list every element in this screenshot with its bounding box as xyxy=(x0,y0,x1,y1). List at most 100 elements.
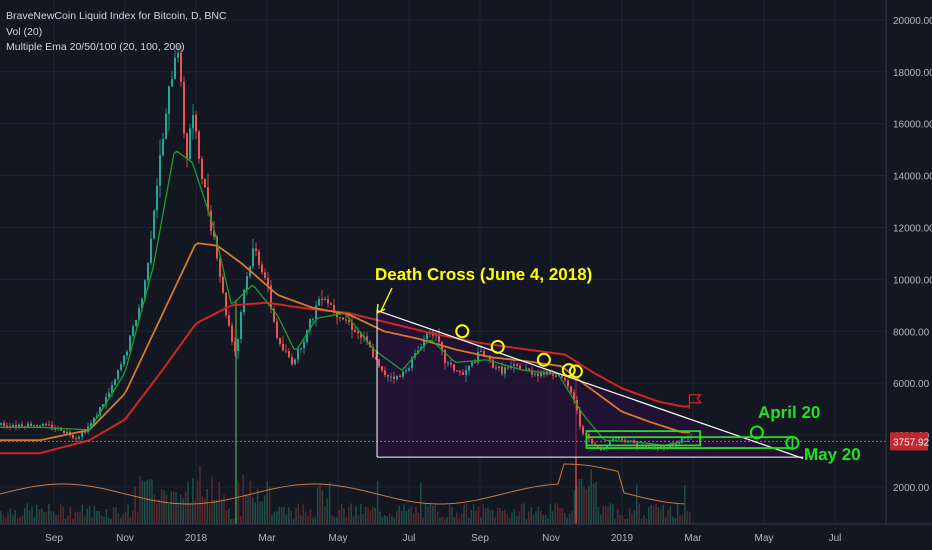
volume-indicator-label[interactable]: Vol (20) xyxy=(6,25,43,38)
volume-bar xyxy=(499,507,501,524)
candle-body xyxy=(315,305,317,319)
candle-body xyxy=(387,375,389,377)
candle-body xyxy=(552,374,554,376)
volume-bar xyxy=(559,508,561,524)
price-tick-label: 16000.00 xyxy=(893,120,932,131)
candle-body xyxy=(312,318,314,320)
volume-bar xyxy=(336,517,338,524)
volume-bar xyxy=(50,511,52,524)
volume-bar xyxy=(156,503,158,524)
volume-bar xyxy=(201,496,204,524)
volume-bar xyxy=(220,499,223,524)
candle-body xyxy=(513,364,515,366)
volume-bar xyxy=(158,499,160,524)
volume-bar xyxy=(4,517,7,524)
volume-bar xyxy=(302,504,304,524)
volume-bar xyxy=(26,503,28,524)
volume-bar xyxy=(151,479,153,524)
volume-bar xyxy=(64,518,67,524)
time-tick-label: Jul xyxy=(829,533,842,544)
volume-bar xyxy=(312,517,314,524)
candle-body xyxy=(393,376,395,380)
current-price-badge xyxy=(890,432,928,451)
volume-bar xyxy=(247,494,249,524)
drawing-annotations: Death Cross (June 4, 2018) April 20 May 20 xyxy=(0,265,886,464)
volume-bar xyxy=(264,495,266,524)
candle-body xyxy=(618,438,620,440)
candle-body xyxy=(339,317,341,319)
volume-bar xyxy=(535,511,537,524)
volume-bar xyxy=(57,514,60,524)
volume-bar xyxy=(590,469,592,524)
price-axis[interactable]: 2000.004000.006000.008000.0010000.001200… xyxy=(885,0,932,550)
candle-body xyxy=(318,298,320,306)
candle-body xyxy=(291,357,293,365)
volume-bar xyxy=(199,466,201,524)
candle-body xyxy=(78,436,80,439)
volume-bar xyxy=(98,511,100,524)
volume-bar xyxy=(446,517,448,524)
volume-bar xyxy=(676,503,679,524)
volume-bar xyxy=(256,488,259,524)
volume-bar xyxy=(602,505,604,524)
ema-indicator-label[interactable]: Multiple Ema 20/50/100 (20, 100, 200) xyxy=(6,41,185,53)
volume-bar xyxy=(679,515,681,524)
volume-bar xyxy=(259,501,261,524)
volume-bar xyxy=(295,507,297,524)
candle-body xyxy=(609,440,611,446)
current-price-label: 3757.92 xyxy=(893,437,930,448)
yellow-circle-marker xyxy=(490,339,505,354)
volume-bar xyxy=(410,506,412,524)
candle-body xyxy=(600,448,602,451)
candle-body xyxy=(264,272,266,278)
time-tick-label: 2018 xyxy=(185,533,208,544)
volume-bar xyxy=(292,518,295,524)
volume-bar xyxy=(583,486,585,524)
volume-bar xyxy=(76,511,79,524)
candle-body xyxy=(540,373,542,377)
volume-bar xyxy=(271,514,273,524)
candle-body xyxy=(15,425,17,427)
volume-bar xyxy=(398,505,400,524)
candle-body xyxy=(555,375,557,377)
candle-body xyxy=(174,57,176,80)
candle-body xyxy=(117,370,119,380)
volume-bar xyxy=(168,504,170,524)
volume-bar xyxy=(674,517,676,524)
candle-body xyxy=(612,438,614,441)
green-circle-marker xyxy=(749,425,764,440)
time-axis[interactable]: Sep Nov 2018 Mar May Jul Sep Nov 2019 Mar May Jul xyxy=(0,523,932,550)
volume-bar xyxy=(288,507,290,524)
volume-bar xyxy=(367,507,369,524)
volume-bar xyxy=(554,503,556,524)
time-tick-label: Jul xyxy=(403,533,416,544)
candle-body xyxy=(444,349,446,364)
candle-body xyxy=(189,128,191,160)
candle-body xyxy=(198,131,200,159)
volume-bar xyxy=(448,504,451,524)
volume-bar xyxy=(160,488,163,524)
volume-bar xyxy=(369,510,372,524)
volume-bar xyxy=(530,506,532,524)
volume-bar xyxy=(384,515,386,524)
candle-body xyxy=(615,438,617,440)
volume-bar xyxy=(79,511,81,524)
candle-body xyxy=(225,292,227,316)
candle-body xyxy=(273,308,275,322)
volume-bar xyxy=(345,516,348,524)
symbol-title[interactable]: BraveNewCoin Liquid Index for Bitcoin, D… xyxy=(6,10,227,22)
volume-bar xyxy=(396,510,398,524)
volume-bar xyxy=(132,511,134,524)
volume-bar xyxy=(230,518,232,524)
volume-bar xyxy=(475,510,477,524)
volume-bar xyxy=(24,508,26,524)
volume-bar xyxy=(453,517,456,524)
volume-bar xyxy=(388,513,391,524)
volume-bar xyxy=(290,511,292,524)
candle-body xyxy=(177,52,179,58)
volume-bar xyxy=(592,483,595,524)
candle-body xyxy=(570,386,572,393)
volume-bar xyxy=(348,506,350,524)
volume-bar xyxy=(468,517,470,524)
